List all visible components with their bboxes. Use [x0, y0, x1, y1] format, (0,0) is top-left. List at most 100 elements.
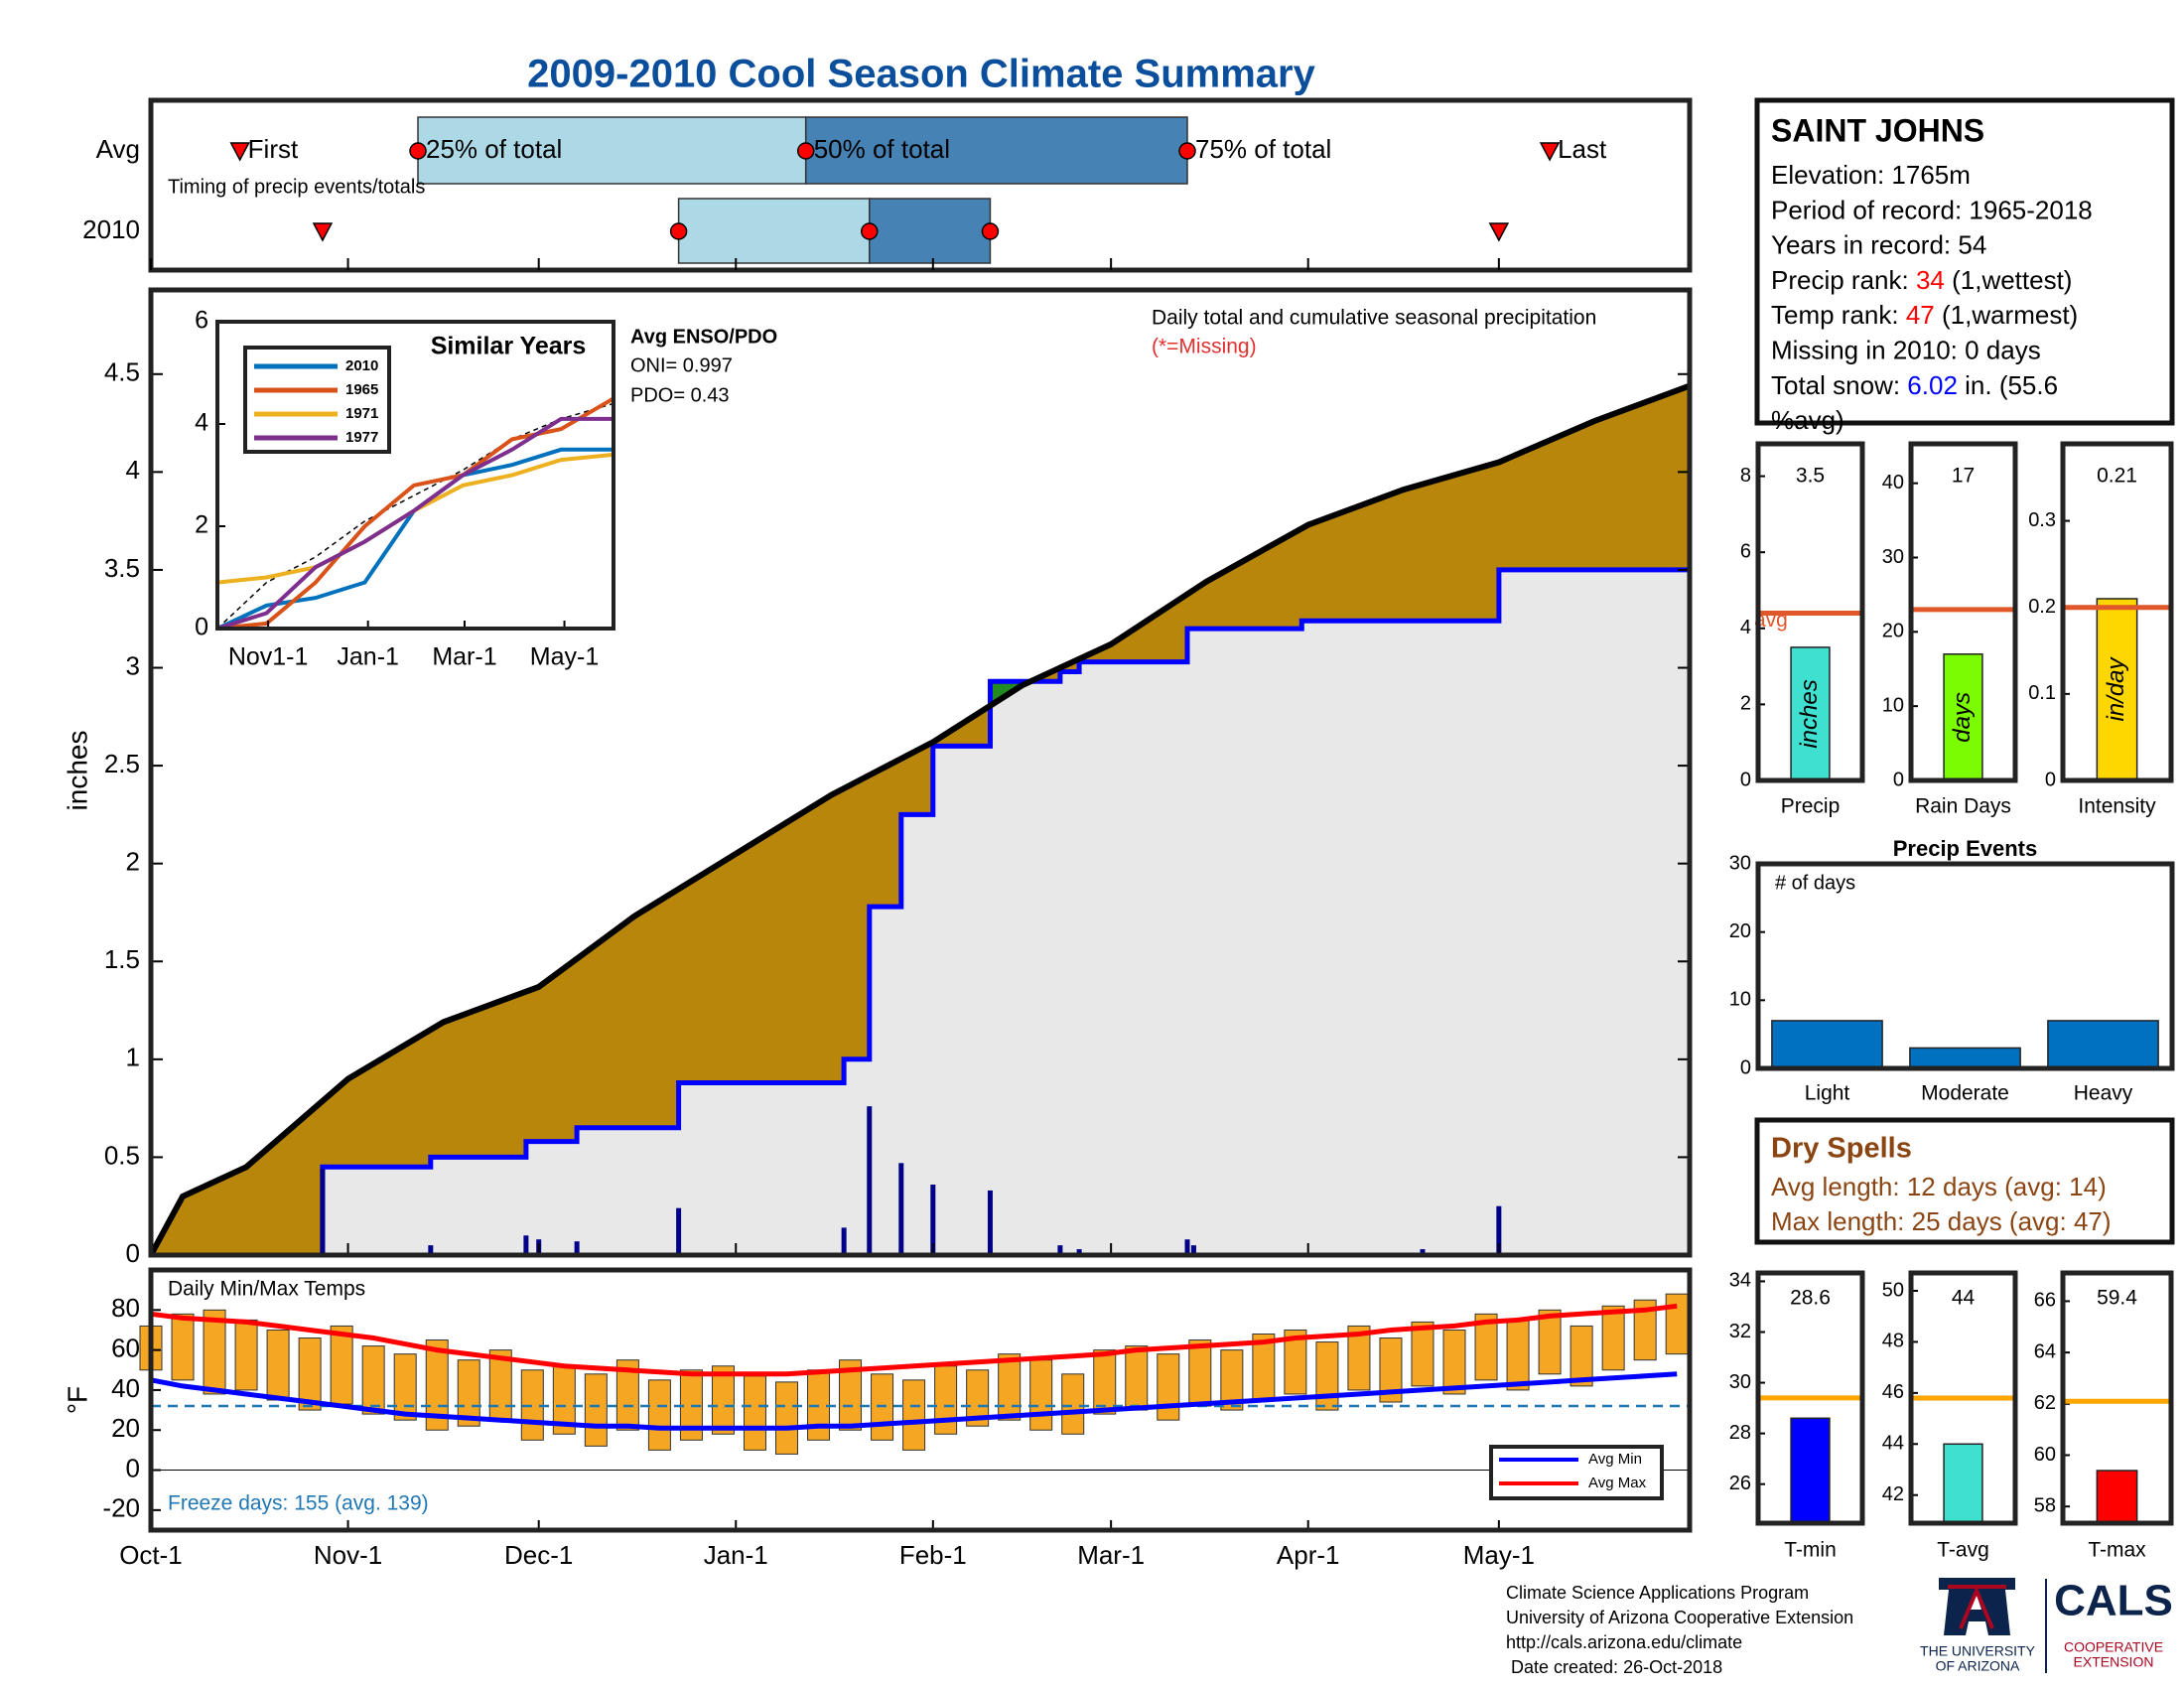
dry-spells-box	[1754, 1117, 2175, 1245]
y-tick-label: 3.5	[104, 553, 140, 583]
info-text: Total snow:	[1771, 370, 1907, 400]
y-tick-label: 20	[111, 1413, 140, 1443]
y-tick-label: 26	[1729, 1473, 1751, 1494]
marker-label: 25% of total	[426, 134, 562, 164]
y-tick-label: 64	[2034, 1340, 2056, 1362]
temp-range-bar	[839, 1359, 863, 1431]
info-text: 34	[1916, 265, 1945, 295]
inset-x-tick-label: Nov1-1	[228, 643, 309, 671]
x-tick-label: T-avg	[1937, 1539, 1989, 1562]
y-tick-label: 0.2	[2028, 596, 2056, 618]
bar	[2096, 598, 2138, 781]
y-tick-label: 66	[2034, 1290, 2056, 1312]
bar	[2096, 1470, 2138, 1524]
avg-temp-line	[150, 1303, 1678, 1377]
info-line: %avg)	[1771, 405, 1844, 435]
y-tick-label: 0	[1893, 769, 1904, 790]
y-tick-label: 0.3	[2028, 509, 2056, 531]
y-tick-label: 50	[1882, 1279, 1904, 1301]
enso-pdo: PDO= 0.43	[630, 384, 730, 406]
daily-bar	[523, 1235, 529, 1255]
footer-line: http://cals.arizona.edu/climate	[1506, 1632, 1742, 1652]
y-tick-label: 80	[111, 1293, 140, 1323]
legend-label: 1965	[345, 381, 378, 398]
y-tick-label: 40	[1882, 472, 1904, 493]
quartile-marker	[796, 142, 815, 160]
footer-line: University of Arizona Cooperative Extens…	[1506, 1608, 1853, 1627]
temp-range-bar	[774, 1381, 798, 1455]
y-tick-label: 0.5	[104, 1140, 140, 1170]
bar	[1943, 1443, 1983, 1524]
y-tick-label: 2	[126, 847, 140, 877]
enso-title: Avg ENSO/PDO	[630, 326, 777, 348]
inset-line	[216, 416, 614, 631]
coop-wordmark: EXTENSION	[2074, 1654, 2154, 1670]
info-line: Temp rank: 47 (1,warmest)	[1771, 300, 2078, 330]
info-line: Missing in 2010: 0 days	[1771, 335, 2041, 364]
info-box	[1754, 97, 2175, 426]
footer-line: Climate Science Applications Program	[1506, 1583, 1809, 1603]
bar	[1790, 1417, 1831, 1524]
info-text: 6.02	[1907, 370, 1958, 400]
daily-bar	[1184, 1239, 1190, 1255]
inset-frame	[215, 320, 615, 631]
marker-label: First	[248, 134, 299, 164]
legend-label: Avg Min	[1588, 1451, 1642, 1468]
daily-bar	[574, 1241, 580, 1255]
x-tick-label: Oct-1	[119, 1540, 183, 1570]
y-tick-label: 30	[1882, 546, 1904, 568]
temp-range-bar	[425, 1339, 449, 1431]
info-text: (1,warmest)	[1935, 300, 2078, 330]
bar-unit-label: inches	[1796, 679, 1823, 748]
daily-bar	[898, 1163, 904, 1255]
temp-range-bar	[171, 1313, 195, 1381]
temp-range-bar	[1284, 1329, 1307, 1395]
y-tick-label: 0	[2045, 769, 2056, 790]
temp-range-bar	[1125, 1345, 1149, 1411]
daily-bar	[1420, 1249, 1426, 1255]
inset-y-tick-label: 0	[195, 614, 208, 641]
bar-frame	[1908, 441, 2018, 783]
enso-oni: ONI= 0.997	[630, 354, 733, 376]
panel-note: # of days	[1775, 872, 1855, 894]
y-tick-label: 0	[126, 1238, 140, 1268]
freeze-note: Freeze days: 155 (avg. 139)	[168, 1492, 429, 1515]
info-text: (1,wettest)	[1945, 265, 2073, 295]
daily-bar	[867, 1106, 873, 1255]
x-tick-label: Jan-1	[704, 1540, 768, 1570]
daily-bar	[987, 1190, 993, 1255]
value-label: 17	[1952, 465, 1975, 488]
inset-x-tick-label: Jan-1	[337, 643, 399, 671]
season-line	[151, 567, 1690, 1258]
temp-frame	[148, 1267, 1693, 1533]
temp-range-bar	[266, 1329, 290, 1401]
bar-unit-label: days	[1949, 692, 1976, 743]
y-tick-label: 3	[126, 650, 140, 680]
avg-temp-line	[150, 1371, 1678, 1431]
legend-label: 2010	[345, 357, 378, 374]
y-tick-label: 40	[111, 1373, 140, 1403]
info-line: Elevation: 1765m	[1771, 160, 1971, 190]
bar-frame	[2060, 1270, 2174, 1526]
x-tick-label: T-min	[1784, 1539, 1837, 1562]
bar-unit-label: in/day	[2103, 655, 2129, 721]
temp-range-bar	[1188, 1339, 1212, 1407]
info-line: Years in record: 54	[1771, 229, 1986, 259]
temp-legend	[1489, 1445, 1664, 1500]
dry-spells-title: Dry Spells	[1771, 1133, 1912, 1165]
info-line: Period of record: 1965-2018	[1771, 195, 2093, 224]
temp-range-bar	[1538, 1309, 1562, 1375]
avg-label: avg	[1754, 609, 1788, 632]
coop-wordmark: COOPERATIVE	[2064, 1639, 2163, 1655]
info-line: Precip rank: 34 (1,wettest)	[1771, 265, 2072, 295]
y-tick-label: 6	[1740, 540, 1751, 562]
temp-range-bar	[361, 1345, 385, 1415]
quartile-box	[677, 198, 871, 264]
y-tick-label: -20	[102, 1493, 140, 1523]
temp-range-bar	[998, 1353, 1022, 1421]
figure-title: 2009-2010 Cool Season Climate Summary	[527, 53, 1315, 96]
temp-range-bar	[584, 1373, 608, 1447]
missing-note: (*=Missing)	[1152, 336, 1257, 358]
legend-label: Avg Max	[1588, 1475, 1647, 1491]
